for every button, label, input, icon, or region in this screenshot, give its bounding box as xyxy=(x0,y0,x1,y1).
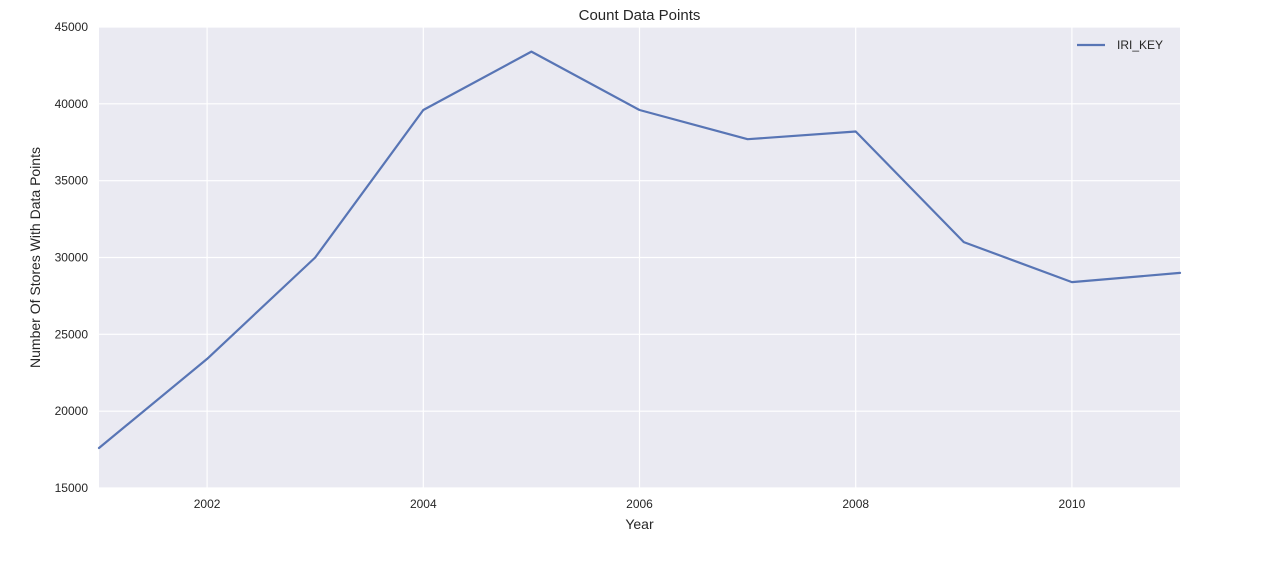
y-tick-label: 45000 xyxy=(55,20,89,34)
legend: IRI_KEY xyxy=(1077,38,1163,52)
grid-lines xyxy=(99,26,1180,489)
x-tick-label: 2010 xyxy=(1059,497,1086,511)
y-tick-label: 35000 xyxy=(55,174,89,188)
legend-label: IRI_KEY xyxy=(1117,38,1163,52)
y-tick-label: 30000 xyxy=(55,251,89,265)
y-axis-title: Number Of Stores With Data Points xyxy=(27,147,43,368)
x-axis-title: Year xyxy=(625,516,654,532)
y-tick-label: 25000 xyxy=(55,327,89,341)
series-layer xyxy=(97,50,1182,450)
y-tick-label: 15000 xyxy=(55,481,89,495)
x-tick-label: 2006 xyxy=(626,497,653,511)
y-tick-label: 40000 xyxy=(55,97,89,111)
series-line xyxy=(97,50,1182,450)
axis-ticks: 15000 20000 25000 30000 35000 40000 45000 2002 2… xyxy=(55,20,1086,511)
chart-title: Count Data Points xyxy=(579,7,701,24)
x-tick-label: 2002 xyxy=(194,497,221,511)
y-tick-label: 20000 xyxy=(55,404,89,418)
x-tick-label: 2004 xyxy=(410,497,437,511)
x-tick-label: 2008 xyxy=(842,497,869,511)
